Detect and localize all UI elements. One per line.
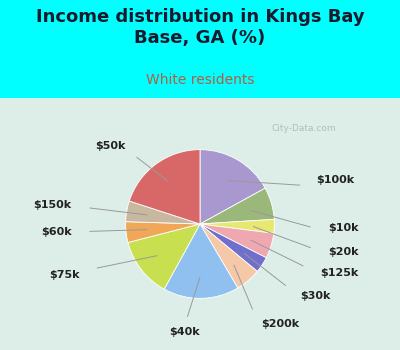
Text: $50k: $50k [95, 141, 126, 151]
Wedge shape [200, 188, 274, 224]
Text: $60k: $60k [41, 228, 72, 237]
Wedge shape [126, 201, 200, 224]
Text: $10k: $10k [328, 223, 359, 233]
Wedge shape [126, 222, 200, 243]
Text: $150k: $150k [34, 201, 72, 210]
Text: $75k: $75k [50, 270, 80, 280]
Wedge shape [200, 219, 274, 233]
Text: $40k: $40k [170, 327, 200, 337]
Wedge shape [200, 224, 274, 258]
Wedge shape [128, 224, 200, 289]
Wedge shape [200, 150, 265, 224]
Text: White residents: White residents [146, 74, 254, 88]
Wedge shape [164, 224, 238, 298]
Text: $125k: $125k [320, 268, 358, 278]
Text: $100k: $100k [316, 175, 355, 185]
Text: $200k: $200k [261, 319, 299, 329]
Text: $20k: $20k [328, 247, 359, 257]
Text: $30k: $30k [300, 291, 330, 301]
Text: City-Data.com: City-Data.com [272, 124, 336, 133]
Wedge shape [200, 224, 266, 271]
Wedge shape [129, 150, 200, 224]
Wedge shape [200, 224, 257, 288]
Text: Income distribution in Kings Bay
Base, GA (%): Income distribution in Kings Bay Base, G… [36, 8, 364, 47]
